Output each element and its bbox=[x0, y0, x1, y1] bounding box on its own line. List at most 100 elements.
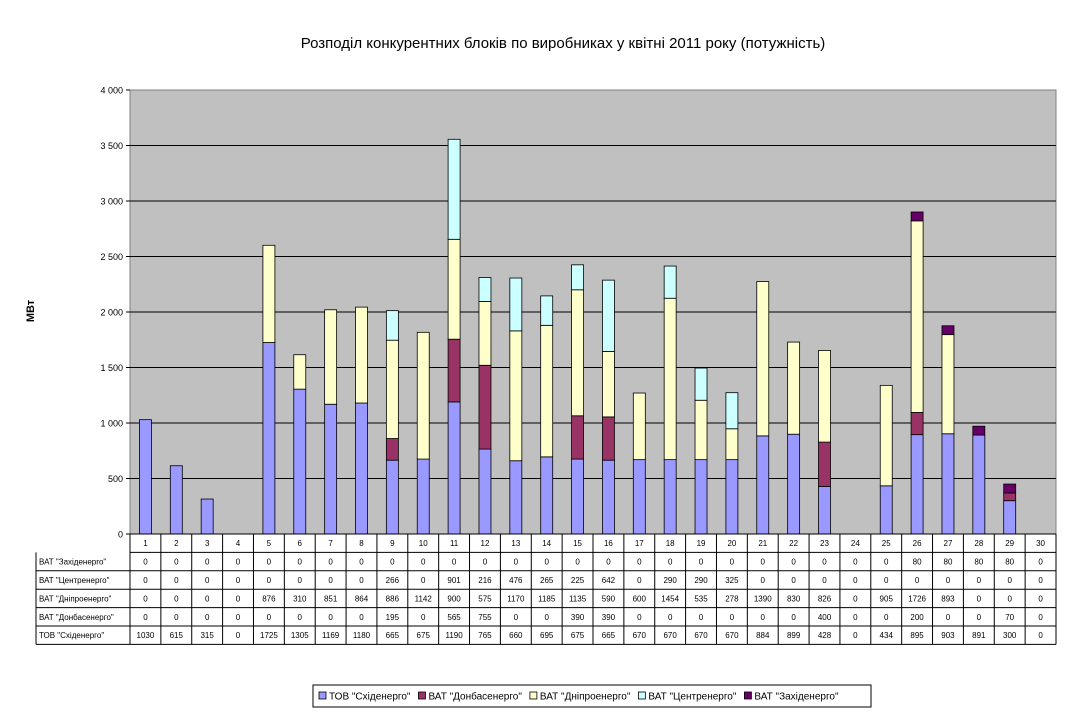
bar-segment bbox=[447, 238, 461, 340]
bar-segment bbox=[1003, 492, 1017, 502]
table-cell: 0 bbox=[575, 558, 580, 567]
legend-swatch bbox=[529, 691, 538, 700]
table-cell: 390 bbox=[602, 613, 616, 622]
x-tick-label: 8 bbox=[359, 539, 364, 548]
table-cell: 0 bbox=[884, 558, 889, 567]
table-cell: 0 bbox=[946, 613, 951, 622]
table-cell: 1390 bbox=[754, 594, 772, 603]
bar-segment bbox=[879, 485, 893, 535]
table-cell: 0 bbox=[853, 558, 858, 567]
y-tick-label: 2 500 bbox=[100, 252, 123, 262]
table-cell: 0 bbox=[236, 594, 241, 603]
table-cell: 670 bbox=[694, 631, 708, 640]
table-cell: 1725 bbox=[260, 631, 278, 640]
x-tick-label: 7 bbox=[328, 539, 333, 548]
x-tick-label: 24 bbox=[851, 539, 860, 548]
bar-segment bbox=[571, 458, 584, 535]
table-cell: 0 bbox=[267, 558, 272, 567]
table-cell: 0 bbox=[328, 558, 333, 567]
x-tick-label: 30 bbox=[1036, 539, 1045, 548]
bar-segment bbox=[663, 459, 677, 535]
table-cell: 0 bbox=[1038, 613, 1043, 622]
table-cell: 300 bbox=[1003, 631, 1017, 640]
bar-segment bbox=[385, 438, 399, 461]
table-cell: 899 bbox=[787, 631, 801, 640]
table-cell: 0 bbox=[668, 558, 673, 567]
bar-segment bbox=[478, 364, 492, 450]
x-tick-label: 17 bbox=[635, 539, 644, 548]
y-axis-label: МВт bbox=[25, 299, 37, 322]
bar-segment bbox=[663, 297, 677, 461]
bar-segment bbox=[478, 448, 492, 535]
x-tick-label: 26 bbox=[913, 539, 922, 548]
table-cell: 0 bbox=[205, 558, 210, 567]
bar-segment bbox=[602, 351, 615, 418]
table-cell: 315 bbox=[200, 631, 214, 640]
table-cell: 891 bbox=[972, 631, 986, 640]
bar-segment bbox=[385, 310, 399, 341]
table-cell: 895 bbox=[910, 631, 924, 640]
x-tick-label: 4 bbox=[236, 539, 241, 548]
x-tick-label: 27 bbox=[944, 539, 953, 548]
bar-segment bbox=[941, 433, 955, 535]
x-tick-label: 21 bbox=[758, 539, 767, 548]
table-cell: 665 bbox=[602, 631, 616, 640]
legend-swatch bbox=[637, 691, 646, 700]
legend-swatch bbox=[318, 691, 327, 700]
table-cell: 0 bbox=[514, 558, 519, 567]
table-cell: 0 bbox=[174, 576, 179, 585]
chart-title: Розподіл конкурентних блоків по виробник… bbox=[301, 35, 826, 52]
legend-label: ВАТ "Дніпроенерго" bbox=[540, 692, 631, 703]
table-cell: 0 bbox=[1038, 631, 1043, 640]
x-tick-label: 3 bbox=[205, 539, 210, 548]
table-series-label: ВАТ "Дніпроенерго" bbox=[39, 594, 112, 603]
table-cell: 0 bbox=[421, 613, 426, 622]
table-cell: 0 bbox=[267, 613, 272, 622]
bar-segment bbox=[725, 459, 739, 535]
table-cell: 0 bbox=[205, 594, 210, 603]
bar-segment bbox=[416, 458, 430, 535]
table-cell: 0 bbox=[1007, 594, 1012, 603]
table-cell: 1170 bbox=[507, 594, 525, 603]
x-tick-label: 15 bbox=[573, 539, 582, 548]
table-cell: 390 bbox=[571, 613, 585, 622]
table-cell: 675 bbox=[571, 631, 585, 640]
bar-segment bbox=[540, 295, 554, 326]
table-cell: 0 bbox=[1038, 558, 1043, 567]
table-cell: 615 bbox=[170, 631, 184, 640]
bar-segment bbox=[262, 244, 276, 343]
table-cell: 0 bbox=[143, 576, 148, 585]
table-cell: 1030 bbox=[137, 631, 155, 640]
table-cell: 80 bbox=[944, 558, 953, 567]
table-cell: 535 bbox=[694, 594, 708, 603]
legend-swatch bbox=[744, 691, 752, 700]
x-tick-label: 2 bbox=[174, 539, 179, 548]
table-cell: 278 bbox=[725, 594, 739, 603]
bar-segment bbox=[355, 402, 368, 535]
bar-segment bbox=[632, 459, 646, 535]
table-cell: 290 bbox=[663, 576, 677, 585]
table-cell: 0 bbox=[884, 576, 889, 585]
bar-segment bbox=[385, 459, 399, 535]
x-tick-label: 6 bbox=[298, 539, 303, 548]
bar-segment bbox=[787, 433, 801, 535]
table-cell: 265 bbox=[540, 576, 554, 585]
table-cell: 1180 bbox=[353, 631, 371, 640]
table-cell: 900 bbox=[447, 594, 461, 603]
table-cell: 670 bbox=[663, 631, 677, 640]
table-cell: 0 bbox=[236, 576, 241, 585]
x-tick-label: 12 bbox=[481, 539, 490, 548]
table-cell: 80 bbox=[913, 558, 922, 567]
table-cell: 830 bbox=[787, 594, 801, 603]
table-cell: 0 bbox=[236, 558, 241, 567]
table-cell: 0 bbox=[853, 594, 858, 603]
bar-segment bbox=[972, 425, 986, 436]
table-cell: 0 bbox=[730, 558, 735, 567]
table-cell: 0 bbox=[915, 576, 920, 585]
table-cell: 565 bbox=[447, 613, 461, 622]
table-cell: 905 bbox=[880, 594, 894, 603]
table-cell: 0 bbox=[853, 613, 858, 622]
table-cell: 0 bbox=[761, 558, 766, 567]
table-cell: 0 bbox=[143, 613, 148, 622]
y-tick-label: 0 bbox=[118, 530, 123, 540]
